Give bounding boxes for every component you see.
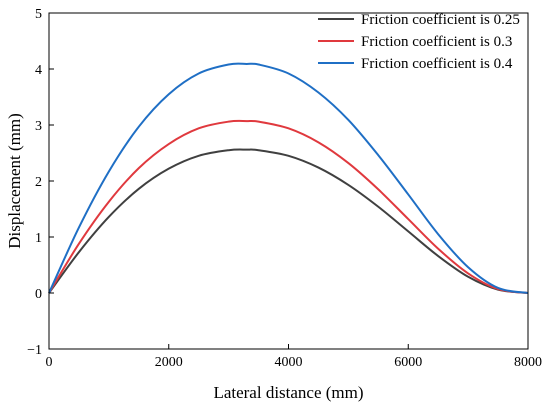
y-tick-label: 5: [35, 7, 42, 22]
y-tick-label: 1: [35, 231, 42, 246]
y-axis-title: Displacement (mm): [5, 113, 24, 249]
x-tick-label: 8000: [514, 355, 542, 370]
series-line-1: [48, 148, 529, 294]
tick-layer: 0 2000 4000 6000 8000 −1 0 1 2 3 4 5: [27, 7, 542, 370]
legend-label-1: Friction coefficient is 0.25: [361, 12, 520, 28]
x-tick-label: 2000: [155, 355, 183, 370]
y-tick-label: 2: [35, 175, 42, 190]
y-tick-label: 4: [35, 63, 42, 78]
x-tick-label: 4000: [275, 355, 303, 370]
legend-label-2: Friction coefficient is 0.3: [361, 34, 512, 50]
series-line-2: [48, 119, 529, 294]
x-tick-label: 6000: [394, 355, 422, 370]
series-line-3: [48, 62, 529, 294]
y-tick-label: −1: [27, 343, 42, 358]
series-layer: [48, 62, 529, 294]
x-axis-title: Lateral distance (mm): [213, 383, 363, 402]
y-tick-label: 0: [35, 287, 42, 302]
legend: Friction coefficient is 0.25 Friction coe…: [318, 12, 520, 72]
legend-label-3: Friction coefficient is 0.4: [361, 56, 513, 72]
y-tick-label: 3: [35, 119, 42, 134]
x-tick-label: 0: [46, 355, 53, 370]
